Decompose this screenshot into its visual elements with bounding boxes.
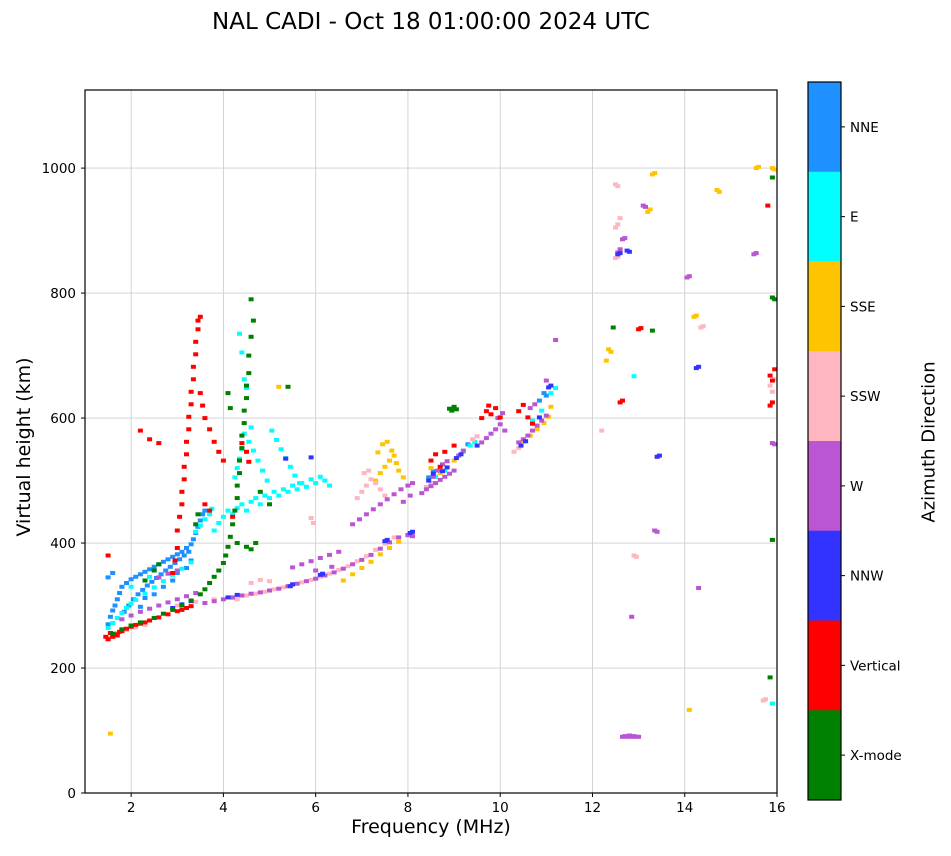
legend-block-SSW [808, 351, 841, 442]
x-tick-label: 6 [311, 800, 320, 816]
scatter-points [103, 164, 778, 739]
legend-block-Vertical [808, 620, 841, 711]
y-tick-label: 200 [50, 661, 76, 677]
legend-block-SSE [808, 261, 841, 352]
legend-block-X-mode [808, 710, 841, 801]
legend-block-W [808, 441, 841, 532]
legend-label-E: E [850, 210, 859, 226]
tick-labels: 2 4 6 8 10 12 14 16 0 200 400 600 800 1000 [42, 161, 786, 816]
legend-label-Vertical: Vertical [850, 658, 901, 674]
legend-block-NNW [808, 530, 841, 621]
colorbar: NNE E SSE SSW W NNW Vertical X-mode [807, 81, 902, 801]
series-NNE [105, 391, 549, 627]
x-tick-label: 12 [584, 800, 601, 816]
series-E [105, 331, 775, 706]
axis-ticks [81, 167, 778, 797]
colorbar-title: Azimuth Direction [918, 361, 940, 523]
legend-label-SSW: SSW [850, 389, 881, 405]
x-tick-label: 10 [492, 800, 509, 816]
x-tick-label: 14 [676, 800, 693, 816]
series-X-mode [110, 175, 778, 680]
y-tick-label: 800 [50, 286, 76, 302]
y-tick-label: 400 [50, 536, 76, 552]
series-Vertical [103, 203, 778, 642]
x-tick-label: 2 [127, 800, 136, 816]
y-tick-label: 0 [67, 786, 76, 802]
legend-label-X-mode: X-mode [850, 748, 902, 764]
legend-label-NNE: NNE [850, 120, 879, 136]
y-tick-label: 600 [50, 411, 76, 427]
plot-border [84, 89, 778, 794]
series-SSW [105, 182, 778, 703]
x-tick-label: 8 [404, 800, 413, 816]
legend-block-E [808, 171, 841, 262]
x-tick-label: 16 [768, 800, 785, 816]
legend-label-NNW: NNW [850, 569, 884, 585]
legend-label-W: W [850, 479, 863, 495]
colorbar-border [807, 81, 842, 801]
legend-label-SSE: SSE [850, 299, 876, 315]
x-tick-label: 4 [219, 800, 228, 816]
y-axis-label: Virtual height (km) [13, 357, 35, 537]
legend-block-NNE [808, 82, 841, 173]
x-axis-label: Frequency (MHz) [351, 816, 511, 838]
series-W [119, 203, 778, 739]
y-tick-label: 1000 [42, 161, 76, 177]
chart-title: NAL CADI - Oct 18 01:00:00 2024 UTC [212, 9, 650, 35]
